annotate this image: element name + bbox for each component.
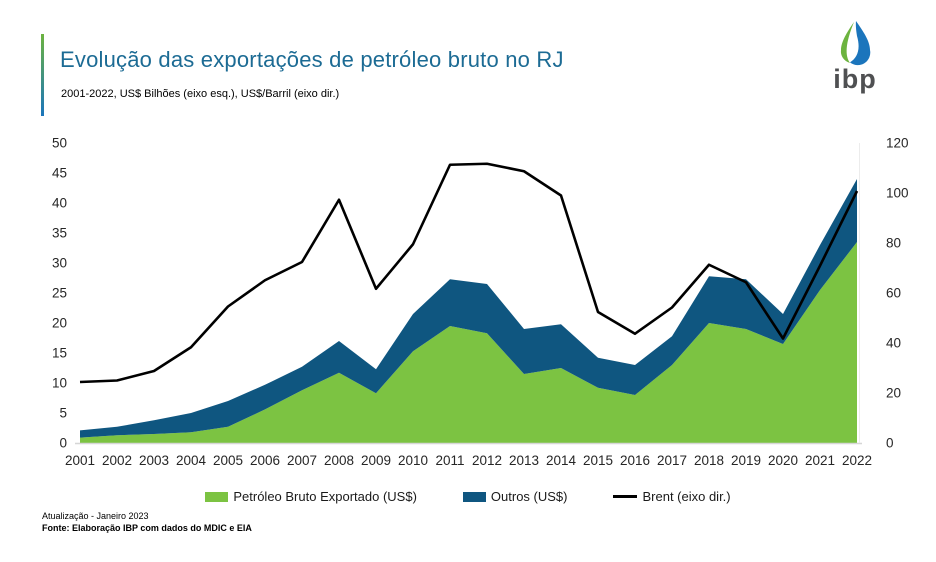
legend-item-outros: Outros (US$) [462,489,568,504]
ibp-droplet-icon [840,21,871,66]
x-axis-label: 2011 [435,453,464,468]
ibp-logo: ibp [812,20,898,94]
page-subtitle: 2001-2022, US$ Bilhões (eixo esq.), US$/… [61,88,340,100]
x-axis-label: 2006 [250,453,280,468]
left-axis-tick: 30 [52,256,67,271]
left-axis-tick: 5 [59,406,67,421]
x-axis-label: 2017 [657,453,687,468]
x-axis-label: 2018 [694,453,724,468]
x-axis-label: 2012 [472,453,502,468]
left-axis-tick: 25 [52,286,67,301]
legend-label-petroleo: Petróleo Bruto Exportado (US$) [233,489,417,504]
x-axis-label: 2021 [805,453,835,468]
line-brent [79,162,859,384]
outros-swatch-icon [462,491,486,502]
right-axis-tick: 0 [886,436,894,451]
x-axis-label: 2009 [361,453,391,468]
x-axis-label: 2015 [583,453,613,468]
ibp-logo-text: ibp [833,64,877,94]
footer-source-line: Fonte: Elaboração IBP com dados do MDIC … [42,523,252,533]
legend-item-petroleo: Petróleo Bruto Exportado (US$) [205,489,417,504]
x-axis-label: 2004 [176,453,207,468]
footer: Atualização - Janeiro 2023 Fonte: Elabor… [42,510,252,534]
x-axis-label: 2005 [213,453,243,468]
right-axis-tick: 120 [886,136,909,151]
chart-legend: Petróleo Bruto Exportado (US$) Outros (U… [0,489,936,504]
title-accent-bar [41,34,44,116]
area-outros [80,179,857,438]
x-axis-label: 2016 [620,453,650,468]
left-axis-tick: 15 [52,346,67,361]
page-title: Evolução das exportações de petróleo bru… [60,47,564,72]
x-axis-label: 2001 [65,453,95,468]
x-axis-label: 2003 [139,453,169,468]
legend-label-outros: Outros (US$) [490,489,568,504]
left-axis-tick: 0 [59,436,67,451]
x-axis-label: 2019 [731,453,761,468]
right-axis-tick: 40 [886,336,901,351]
area-petroleo-bruto [80,242,857,443]
right-axis-tick: 80 [886,236,901,251]
legend-label-brent: Brent (eixo dir.) [642,489,731,504]
left-axis-tick: 40 [52,196,67,211]
left-axis-tick: 35 [52,226,67,241]
x-axis-label: 2007 [287,453,317,468]
left-axis-tick: 20 [52,316,67,331]
legend-item-brent: Brent (eixo dir.) [613,489,731,504]
left-axis-tick: 45 [52,166,67,181]
right-axis-tick: 20 [886,386,901,401]
x-axis-label: 2022 [842,453,872,468]
x-axis-label: 2010 [398,453,428,468]
right-axis-tick: 100 [886,186,909,201]
x-axis-label: 2002 [102,453,132,468]
left-axis-tick: 10 [52,376,67,391]
x-axis-label: 2013 [509,453,539,468]
x-axis-label: 2014 [546,453,577,468]
x-axis-label: 2008 [324,453,354,468]
x-axis-label: 2020 [768,453,798,468]
brent-line-swatch-icon [613,495,638,498]
footer-update-line: Atualização - Janeiro 2023 [42,511,149,521]
petroleo-swatch-icon [205,491,229,502]
right-axis-tick: 60 [886,286,901,301]
left-axis-tick: 50 [52,136,67,151]
